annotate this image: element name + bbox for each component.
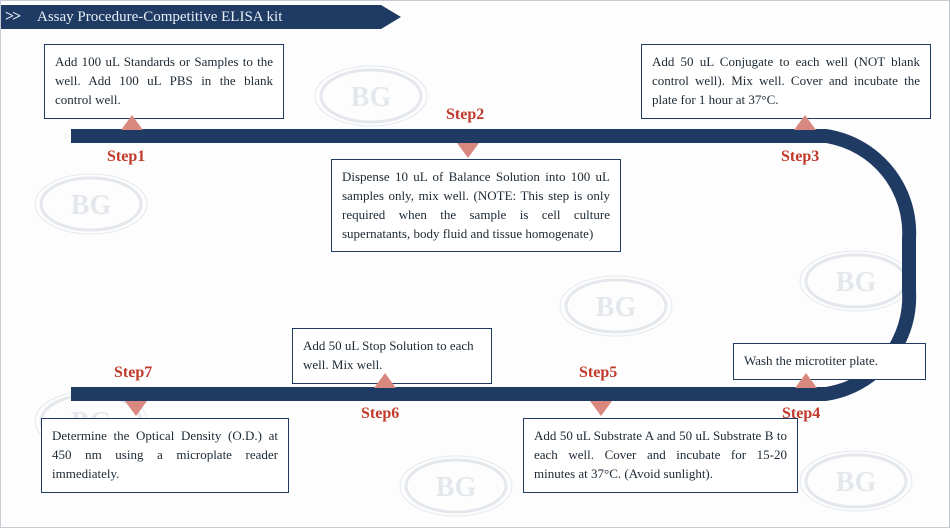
- step2-label: Step2: [446, 106, 484, 124]
- step7-text: Determine the Optical Density (O.D.) at …: [52, 428, 278, 481]
- svg-text:BG: BG: [436, 472, 477, 503]
- step1-box: Add 100 uL Standards or Samples to the w…: [44, 44, 284, 119]
- svg-text:BG: BG: [351, 82, 392, 113]
- step2-arrow-icon: [457, 143, 479, 158]
- flow-path-bottom: [71, 387, 826, 401]
- step5-arrow-icon: [590, 401, 612, 416]
- svg-text:BG: BG: [596, 292, 637, 323]
- step6-arrow-icon: [374, 373, 396, 388]
- step3-label: Step3: [781, 148, 819, 166]
- watermark-bg: BG: [311, 61, 431, 131]
- step1-arrow-icon: [121, 115, 143, 130]
- step1-text: Add 100 uL Standards or Samples to the w…: [55, 54, 273, 107]
- header-bar: Assay Procedure-Competitive ELISA kit: [1, 5, 401, 29]
- step4-arrow-icon: [795, 373, 817, 388]
- header-title: Assay Procedure-Competitive ELISA kit: [37, 9, 282, 26]
- step5-box: Add 50 uL Substrate A and 50 uL Substrat…: [523, 418, 798, 493]
- step5-text: Add 50 uL Substrate A and 50 uL Substrat…: [534, 428, 787, 481]
- step4-box: Wash the microtiter plate.: [733, 343, 926, 380]
- step3-arrow-icon: [794, 115, 816, 130]
- svg-text:BG: BG: [71, 190, 112, 221]
- step6-text: Add 50 uL Stop Solution to each well. Mi…: [303, 338, 474, 372]
- step6-label: Step6: [361, 405, 399, 423]
- svg-text:BG: BG: [836, 467, 877, 498]
- step2-text: Dispense 10 uL of Balance Solution into …: [342, 169, 610, 241]
- step2-box: Dispense 10 uL of Balance Solution into …: [331, 159, 621, 252]
- step3-box: Add 50 uL Conjugate to each well (NOT bl…: [641, 44, 931, 119]
- step7-box: Determine the Optical Density (O.D.) at …: [41, 418, 289, 493]
- step3-text: Add 50 uL Conjugate to each well (NOT bl…: [652, 54, 920, 107]
- watermark-bg: BG: [556, 271, 676, 341]
- step1-label: Step1: [107, 148, 145, 166]
- step4-text: Wash the microtiter plate.: [744, 353, 878, 368]
- watermark-bg: BG: [396, 451, 516, 521]
- flow-path-top: [71, 129, 826, 143]
- step5-label: Step5: [579, 364, 617, 382]
- watermark-bg: BG: [796, 446, 916, 516]
- header-chevrons: >>: [5, 5, 19, 29]
- watermark-bg: BG: [31, 169, 151, 239]
- step7-label: Step7: [114, 364, 152, 382]
- step7-arrow-icon: [125, 401, 147, 416]
